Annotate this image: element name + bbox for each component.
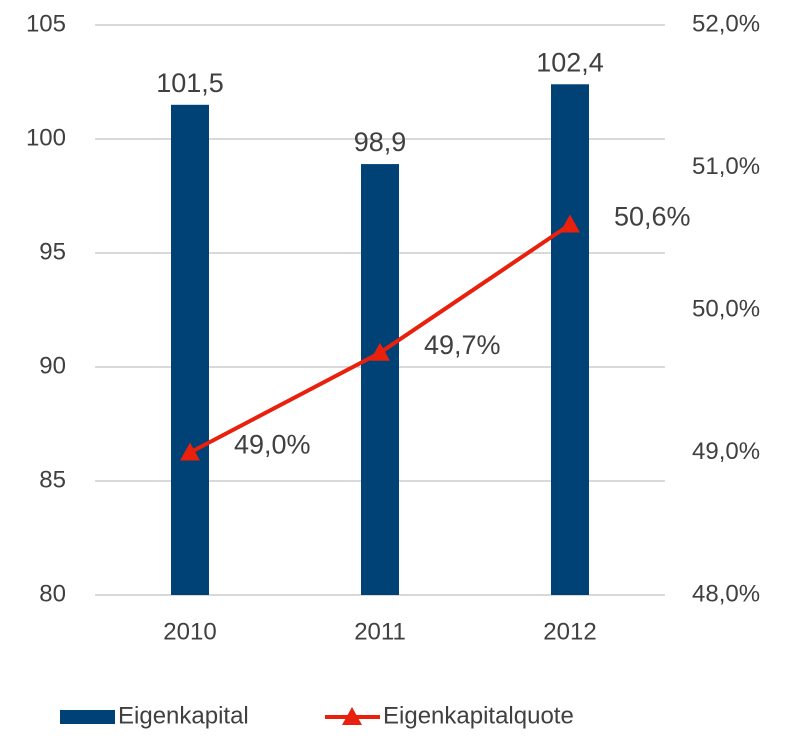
legend-label: Eigenkapital: [118, 702, 249, 729]
bar: [361, 164, 399, 595]
line-value-label: 50,6%: [614, 202, 691, 232]
line-marker: [370, 342, 390, 361]
x-tick-label: 2012: [543, 618, 596, 645]
legend-swatch: [60, 710, 115, 724]
x-tick-label: 2011: [354, 618, 406, 645]
y2-tick-label: 50,0%: [692, 295, 760, 322]
y2-tick-label: 49,0%: [692, 438, 760, 465]
y-tick-label: 85: [39, 466, 66, 493]
y-tick-label: 105: [26, 10, 66, 37]
bar: [171, 104, 209, 596]
x-tick-label: 2010: [163, 618, 216, 645]
y-tick-label: 90: [39, 352, 66, 379]
y2-tick-label: 48,0%: [692, 580, 760, 607]
y-tick-label: 80: [39, 580, 66, 607]
bar-value-label: 98,9: [354, 127, 407, 157]
line-value-label: 49,7%: [424, 330, 501, 360]
bar: [551, 84, 589, 595]
line-marker: [180, 442, 200, 461]
bar-value-label: 102,4: [536, 47, 604, 77]
bar-value-label: 101,5: [156, 68, 224, 98]
legend-marker: [342, 707, 362, 725]
line-value-label: 49,0%: [234, 430, 311, 460]
line-marker: [560, 214, 580, 233]
legend-label: Eigenkapitalquote: [383, 702, 574, 729]
y-tick-label: 95: [39, 238, 66, 265]
y2-tick-label: 52,0%: [692, 10, 760, 37]
y2-tick-label: 51,0%: [692, 153, 760, 180]
y-tick-label: 100: [26, 124, 66, 151]
